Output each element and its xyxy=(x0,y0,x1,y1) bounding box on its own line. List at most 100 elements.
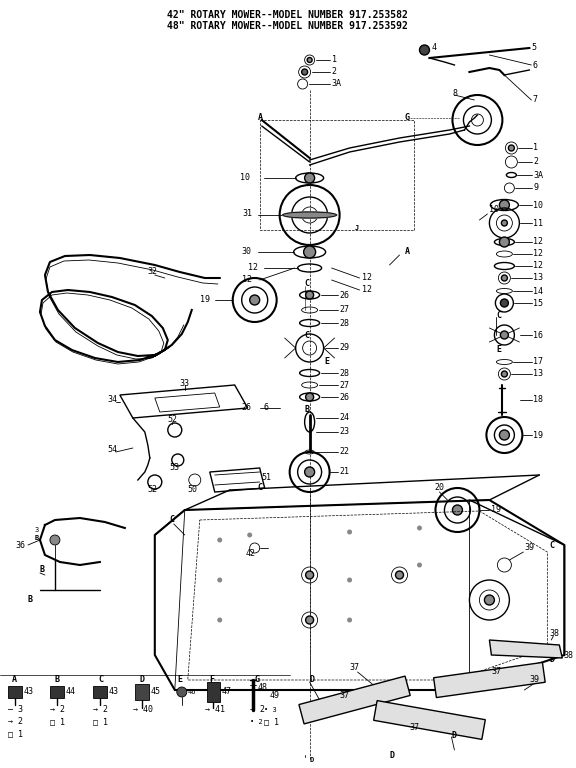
Text: 42: 42 xyxy=(246,548,256,558)
Text: □ 1: □ 1 xyxy=(264,717,279,727)
Circle shape xyxy=(501,331,509,339)
Text: C: C xyxy=(550,541,554,549)
Text: 49: 49 xyxy=(270,690,280,700)
Circle shape xyxy=(453,505,463,515)
Circle shape xyxy=(499,200,509,210)
Text: 12: 12 xyxy=(533,250,543,259)
Text: 52: 52 xyxy=(168,415,178,425)
Circle shape xyxy=(305,467,314,477)
Text: 22: 22 xyxy=(340,448,350,456)
Text: 20: 20 xyxy=(434,484,445,492)
Circle shape xyxy=(347,529,352,535)
Circle shape xyxy=(396,571,404,579)
Text: 24: 24 xyxy=(340,413,350,422)
Text: 3A: 3A xyxy=(332,80,342,88)
Text: A: A xyxy=(404,247,410,257)
Polygon shape xyxy=(490,640,562,658)
Text: 29: 29 xyxy=(340,343,350,353)
Text: □ 1: □ 1 xyxy=(93,717,108,727)
Text: 27: 27 xyxy=(340,306,350,315)
Text: 31: 31 xyxy=(242,208,253,217)
Text: C: C xyxy=(305,280,310,289)
Text: 1: 1 xyxy=(332,55,336,65)
Text: 44: 44 xyxy=(66,687,76,697)
Polygon shape xyxy=(434,663,545,697)
Text: → 2: → 2 xyxy=(8,717,23,727)
Text: 36: 36 xyxy=(15,541,25,549)
Text: 39: 39 xyxy=(529,676,539,684)
Text: 33: 33 xyxy=(180,379,190,388)
Circle shape xyxy=(306,291,313,299)
Circle shape xyxy=(499,237,509,247)
Text: 9: 9 xyxy=(533,184,539,193)
Text: D: D xyxy=(550,656,554,664)
Text: 1: 1 xyxy=(533,144,539,153)
Circle shape xyxy=(347,578,352,582)
Text: 47: 47 xyxy=(222,687,232,697)
Text: — 3: — 3 xyxy=(8,706,23,714)
Circle shape xyxy=(217,578,222,582)
Text: 13: 13 xyxy=(533,369,543,379)
Text: C: C xyxy=(170,515,175,525)
Circle shape xyxy=(250,295,260,305)
Text: 10: 10 xyxy=(533,200,543,210)
Text: 51: 51 xyxy=(262,474,272,482)
Text: 6: 6 xyxy=(532,61,537,69)
Circle shape xyxy=(302,69,308,75)
Circle shape xyxy=(417,525,422,531)
Polygon shape xyxy=(207,682,219,702)
Text: 21: 21 xyxy=(340,468,350,476)
Text: 43: 43 xyxy=(109,687,119,697)
Text: 4: 4 xyxy=(431,44,437,52)
Circle shape xyxy=(306,616,313,624)
Circle shape xyxy=(305,173,314,183)
Text: C: C xyxy=(98,676,103,684)
Text: 30: 30 xyxy=(242,247,252,257)
Text: 12: 12 xyxy=(533,261,543,270)
Ellipse shape xyxy=(282,211,338,219)
Text: G: G xyxy=(255,676,260,684)
Text: 38: 38 xyxy=(563,650,573,660)
Text: F: F xyxy=(210,676,215,684)
Text: 42" ROTARY MOWER--MODEL NUMBER 917.253582: 42" ROTARY MOWER--MODEL NUMBER 917.25358… xyxy=(167,10,408,20)
Text: 38: 38 xyxy=(550,628,559,637)
Text: C: C xyxy=(257,484,263,492)
Text: 54: 54 xyxy=(108,445,118,455)
Text: 10: 10 xyxy=(240,174,250,183)
Polygon shape xyxy=(299,676,410,724)
Polygon shape xyxy=(374,700,486,740)
Circle shape xyxy=(419,45,430,55)
Text: 12: 12 xyxy=(242,276,252,284)
Text: • 2: • 2 xyxy=(250,719,263,725)
Text: 50: 50 xyxy=(188,485,198,495)
Text: B: B xyxy=(35,535,39,541)
Text: 52: 52 xyxy=(148,485,158,495)
Text: 46: 46 xyxy=(188,689,196,695)
Text: 45: 45 xyxy=(151,687,161,697)
Circle shape xyxy=(501,275,507,281)
Text: 28: 28 xyxy=(340,369,350,378)
Text: → 2: → 2 xyxy=(93,706,108,714)
Polygon shape xyxy=(93,686,107,698)
Text: 12: 12 xyxy=(362,273,372,283)
Text: 13: 13 xyxy=(533,273,543,283)
Text: 37: 37 xyxy=(340,690,350,700)
Polygon shape xyxy=(8,686,22,698)
Text: E: E xyxy=(497,346,501,355)
Text: 34: 34 xyxy=(108,396,118,405)
Circle shape xyxy=(417,562,422,568)
Text: 48: 48 xyxy=(257,683,268,691)
Text: 39: 39 xyxy=(524,544,535,552)
Text: 32: 32 xyxy=(148,267,158,276)
Text: G: G xyxy=(404,114,410,123)
Text: 18: 18 xyxy=(533,396,543,405)
Text: 17: 17 xyxy=(533,357,543,366)
Text: A: A xyxy=(257,114,263,123)
Text: 26: 26 xyxy=(340,290,350,300)
Text: 48" ROTARY MOWER--MODEL NUMBER 917.253592: 48" ROTARY MOWER--MODEL NUMBER 917.25359… xyxy=(167,21,408,31)
Text: 14: 14 xyxy=(533,286,543,296)
Text: D: D xyxy=(310,676,314,684)
Text: 12: 12 xyxy=(362,286,372,294)
Text: • 3: • 3 xyxy=(264,707,276,713)
Circle shape xyxy=(509,145,514,151)
